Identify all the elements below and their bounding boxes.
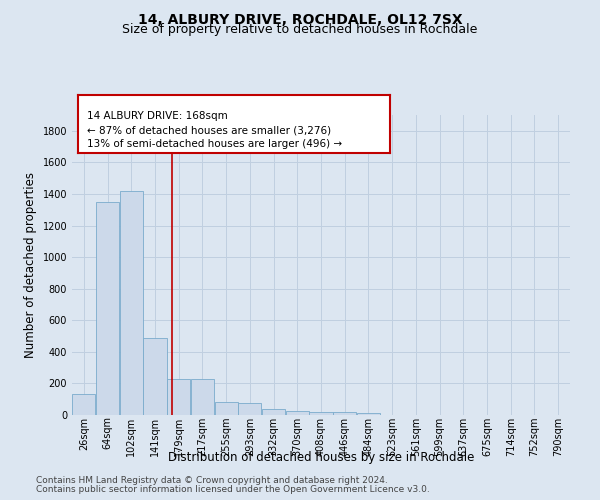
Text: Distribution of detached houses by size in Rochdale: Distribution of detached houses by size …: [168, 451, 474, 464]
Bar: [96, 202, 119, 415]
Bar: [143, 338, 167, 415]
Y-axis label: Number of detached properties: Number of detached properties: [24, 172, 37, 358]
Bar: [262, 408, 285, 415]
Bar: [73, 394, 95, 415]
Bar: [120, 191, 143, 415]
Bar: [310, 412, 332, 415]
Text: 14, ALBURY DRIVE, ROCHDALE, OL12 7SX: 14, ALBURY DRIVE, ROCHDALE, OL12 7SX: [137, 12, 463, 26]
Bar: [286, 410, 309, 415]
Bar: [238, 403, 262, 415]
Text: Contains public sector information licensed under the Open Government Licence v3: Contains public sector information licen…: [36, 485, 430, 494]
Bar: [357, 412, 380, 415]
Text: 14 ALBURY DRIVE: 168sqm
← 87% of detached houses are smaller (3,276)
13% of semi: 14 ALBURY DRIVE: 168sqm ← 87% of detache…: [88, 111, 343, 149]
Bar: [167, 380, 190, 415]
Bar: [333, 412, 356, 415]
Text: Size of property relative to detached houses in Rochdale: Size of property relative to detached ho…: [122, 22, 478, 36]
Text: Contains HM Land Registry data © Crown copyright and database right 2024.: Contains HM Land Registry data © Crown c…: [36, 476, 388, 485]
Bar: [215, 402, 238, 415]
Bar: [191, 380, 214, 415]
